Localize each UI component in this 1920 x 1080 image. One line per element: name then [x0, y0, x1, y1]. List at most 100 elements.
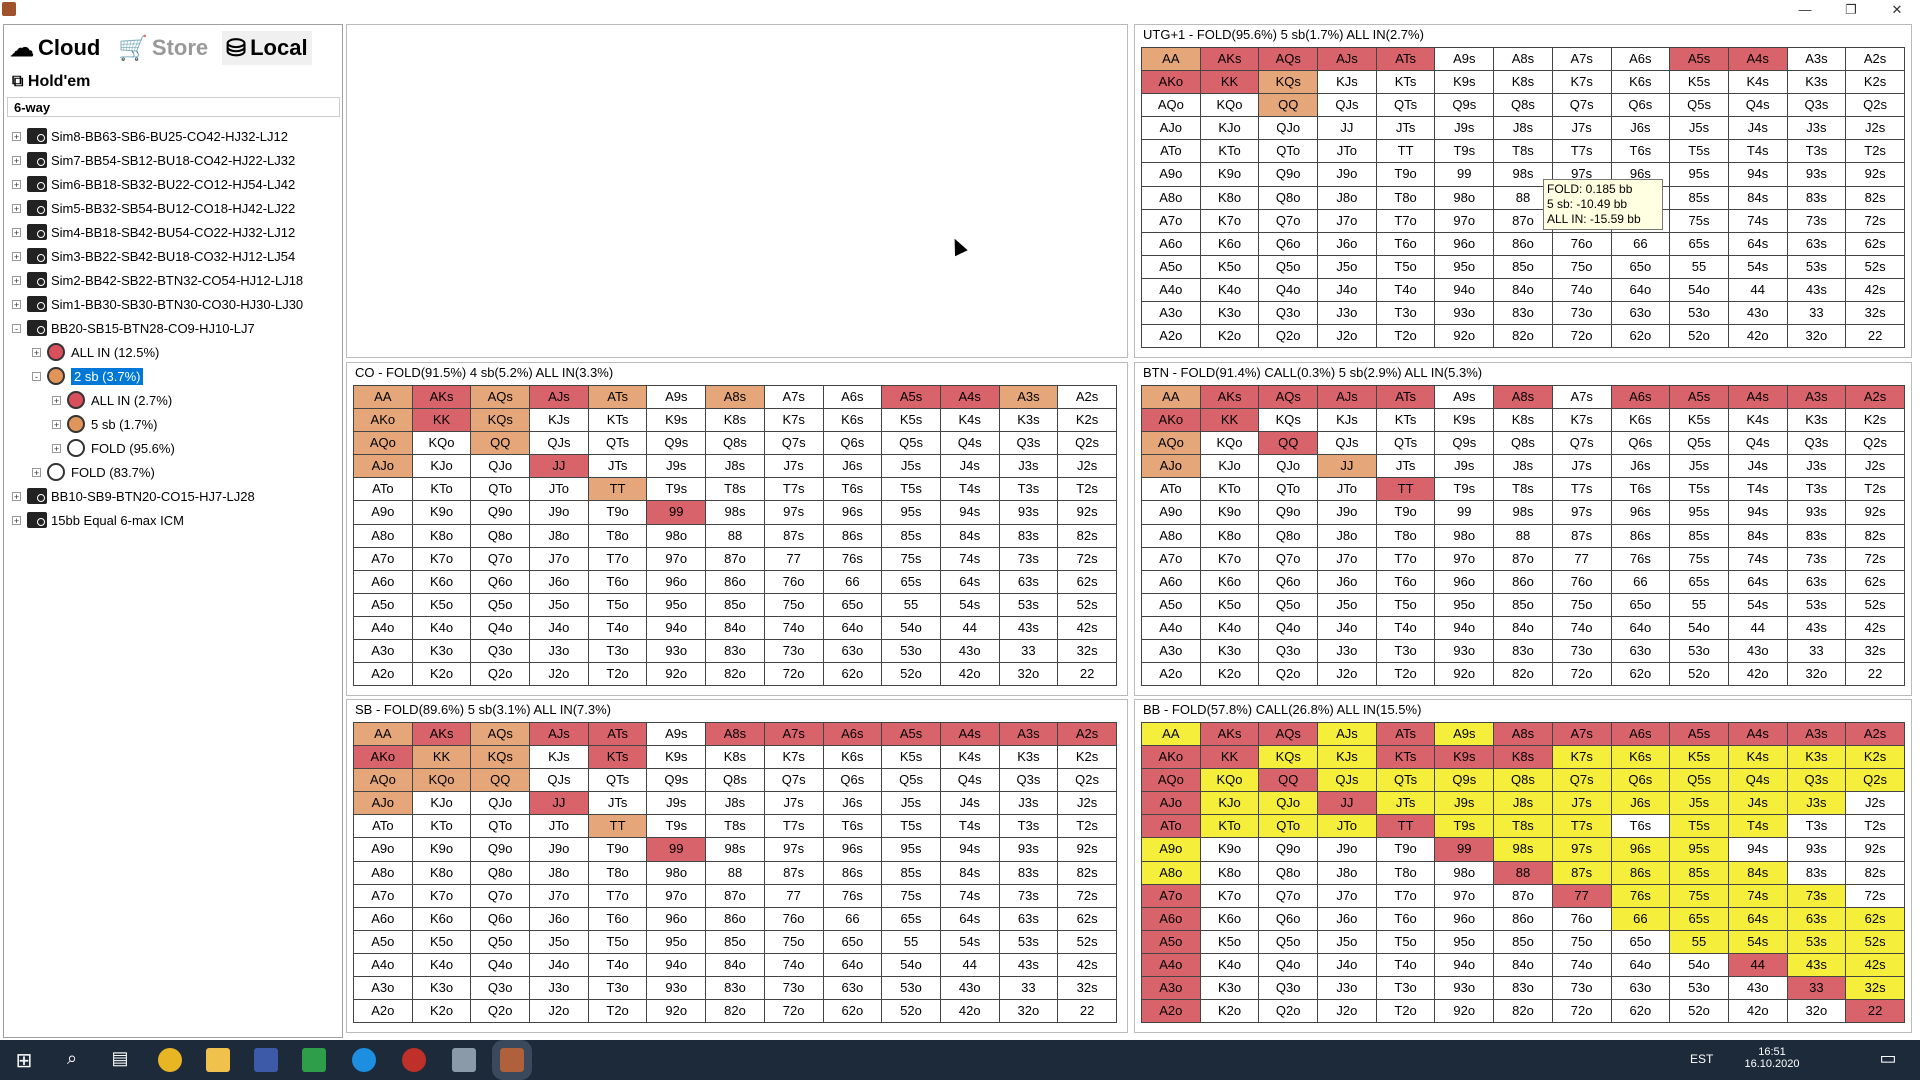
hand-cell[interactable]: 53o — [882, 977, 941, 1001]
hand-cell[interactable]: JJ — [1318, 117, 1377, 141]
hand-cell[interactable]: K8o — [1200, 524, 1260, 548]
hand-cell[interactable]: 54s — [1728, 930, 1788, 954]
hand-cell[interactable]: J5o — [1318, 930, 1377, 954]
hand-cell[interactable]: 73o — [764, 640, 824, 664]
hand-cell[interactable]: 92o — [1435, 663, 1495, 687]
hand-cell[interactable]: K8s — [1494, 71, 1553, 95]
hand-cell[interactable]: J3s — [999, 455, 1059, 479]
expand-icon[interactable]: + — [12, 491, 21, 502]
hand-cell[interactable]: T5o — [1376, 930, 1436, 954]
hand-cell[interactable]: A2s — [1058, 386, 1117, 410]
hand-cell[interactable]: AKs — [1200, 723, 1260, 747]
hand-cell[interactable]: 94o — [1435, 953, 1495, 978]
hand-cell[interactable]: T9s — [647, 478, 707, 502]
hand-cell[interactable]: K4o — [412, 616, 472, 641]
hand-cell[interactable]: QTo — [471, 815, 531, 839]
hand-cell[interactable]: 42s — [1058, 953, 1117, 978]
hand-cell[interactable]: AKo — [1142, 746, 1201, 770]
hand-cell[interactable]: T9s — [1435, 815, 1495, 839]
hand-cell[interactable]: 65s — [1670, 907, 1729, 931]
hand-cell[interactable]: 87s — [764, 524, 824, 548]
hand-cell[interactable]: 93s — [1787, 163, 1847, 187]
hand-cell[interactable]: 65o — [823, 930, 883, 954]
hand-cell[interactable]: Q7o — [471, 884, 531, 908]
hand-cell[interactable]: A5o — [1142, 930, 1201, 954]
hand-cell[interactable]: 76o — [1552, 570, 1612, 594]
hand-cell[interactable]: QJs — [530, 432, 589, 456]
hand-cell[interactable]: 32o — [999, 1000, 1059, 1024]
hand-cell[interactable]: QQ — [1259, 94, 1319, 118]
hand-cell[interactable]: T3o — [1376, 640, 1436, 664]
hand-cell[interactable]: A5o — [354, 930, 413, 954]
hand-cell[interactable]: 98o — [647, 524, 707, 548]
hand-cell[interactable]: J4o — [1318, 278, 1377, 303]
hand-cell[interactable]: Q9o — [471, 501, 531, 525]
hand-cell[interactable]: 82s — [1058, 861, 1117, 885]
hand-cell[interactable]: K4o — [412, 953, 472, 978]
hand-cell[interactable]: A6o — [1142, 232, 1201, 256]
hand-cell[interactable]: J8o — [1318, 524, 1377, 548]
hand-cell[interactable]: QTo — [471, 478, 531, 502]
hand-cell[interactable]: J7s — [764, 792, 824, 816]
hand-cell[interactable]: A9o — [1142, 501, 1201, 525]
hand-cell[interactable]: QTs — [588, 769, 648, 793]
tab-local[interactable]: ⛁ Local — [222, 31, 312, 65]
hand-cell[interactable]: A4o — [354, 616, 413, 641]
hand-cell[interactable]: TT — [588, 815, 648, 839]
hand-cell[interactable]: 62o — [1611, 1000, 1671, 1024]
hand-cell[interactable]: A9o — [1142, 163, 1201, 187]
hand-cell[interactable]: Q4s — [1728, 94, 1788, 118]
hand-cell[interactable]: QJs — [1318, 94, 1377, 118]
hand-cell[interactable]: 87o — [706, 547, 765, 571]
hand-cell[interactable]: J9o — [530, 501, 589, 525]
hand-cell[interactable]: A5s — [882, 723, 941, 747]
hand-cell[interactable]: 97s — [764, 501, 824, 525]
hand-cell[interactable]: 55 — [1670, 593, 1729, 617]
expand-icon[interactable]: + — [12, 515, 21, 526]
hand-cell[interactable]: A3o — [1142, 302, 1201, 326]
hand-cell[interactable]: A9o — [1142, 838, 1201, 862]
hand-cell[interactable]: 94s — [940, 838, 1000, 862]
hand-cell[interactable]: AA — [1142, 48, 1201, 72]
hand-cell[interactable]: 53s — [1787, 930, 1847, 954]
hand-cell[interactable]: 76s — [1611, 547, 1671, 571]
hand-cell[interactable]: QJo — [471, 792, 531, 816]
hand-cell[interactable]: 52o — [1670, 663, 1729, 687]
hand-cell[interactable]: KQs — [1259, 409, 1319, 433]
hand-cell[interactable]: T5o — [588, 593, 648, 617]
hand-cell[interactable]: QQ — [1259, 769, 1319, 793]
hand-cell[interactable]: A8o — [354, 861, 413, 885]
hand-cell[interactable]: K4o — [1200, 953, 1260, 978]
hand-cell[interactable]: 62o — [1611, 663, 1671, 687]
hand-cell[interactable]: K8o — [412, 524, 472, 548]
chrome-icon[interactable] — [158, 1048, 182, 1072]
hand-cell[interactable]: Q3s — [999, 769, 1059, 793]
hand-cell[interactable]: ATs — [1376, 386, 1436, 410]
hand-cell[interactable]: A2s — [1846, 386, 1905, 410]
tree-action[interactable]: - 2 sb (3.7%) — [32, 365, 144, 387]
hand-cell[interactable]: 97o — [1435, 884, 1495, 908]
hand-cell[interactable]: KJo — [1200, 455, 1260, 479]
hand-cell[interactable]: 74o — [1552, 616, 1612, 641]
hand-cell[interactable]: QTs — [1376, 94, 1436, 118]
hand-cell[interactable]: KJo — [412, 792, 472, 816]
hand-cell[interactable]: T4s — [1728, 478, 1788, 502]
hand-cell[interactable]: 32o — [1787, 663, 1847, 687]
hand-cell[interactable]: JTo — [530, 815, 589, 839]
hand-cell[interactable]: 73s — [1787, 547, 1847, 571]
hand-cell[interactable]: 55 — [882, 930, 941, 954]
lang-indicator[interactable]: EST — [1690, 1052, 1714, 1066]
hand-cell[interactable]: 62s — [1058, 570, 1117, 594]
hand-cell[interactable]: T5s — [1670, 140, 1729, 164]
hand-cell[interactable]: A3s — [1787, 48, 1847, 72]
hand-cell[interactable]: 63o — [1611, 977, 1671, 1001]
hand-cell[interactable]: J7s — [1552, 117, 1612, 141]
hand-cell[interactable]: AQo — [1142, 94, 1201, 118]
hand-cell[interactable]: A6s — [823, 723, 883, 747]
hand-cell[interactable]: 98s — [706, 838, 765, 862]
hand-cell[interactable]: 86o — [1494, 570, 1553, 594]
hand-cell[interactable]: AA — [1142, 386, 1201, 410]
hand-cell[interactable]: 66 — [823, 907, 883, 931]
hand-cell[interactable]: 66 — [1611, 232, 1671, 256]
hand-cell[interactable]: 84s — [940, 524, 1000, 548]
